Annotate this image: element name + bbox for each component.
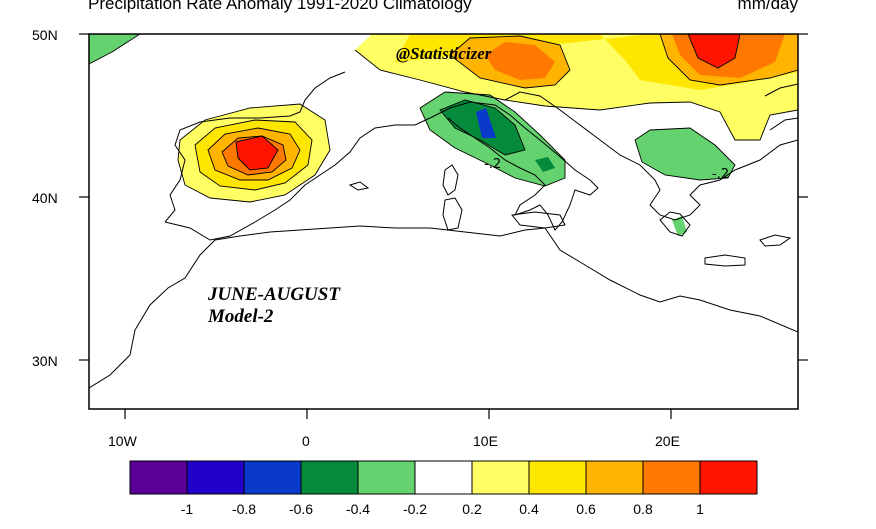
watermark: @Statisticizer: [396, 44, 492, 63]
season-label: JUNE-AUGUST Model-2: [208, 284, 340, 328]
negative-anomaly-italy-small: [535, 157, 555, 172]
colorbar-tick-label: 0.6: [576, 501, 596, 517]
contour-label-italy: -.2: [484, 157, 501, 172]
colorbar-swatch: [414, 460, 473, 495]
colorbar-tick-label: -0.2: [402, 501, 428, 517]
lat-label-50n: 50N: [32, 27, 58, 43]
colorbar-tick-label: 0.4: [519, 501, 539, 517]
colorbar-swatch: [357, 460, 416, 495]
map-frame: [88, 33, 799, 410]
lat-label-30n: 30N: [32, 353, 58, 369]
colorbar-swatch: [699, 460, 758, 495]
negative-anomaly-balkans: [635, 128, 735, 180]
units-label: mm/day: [737, 0, 798, 13]
colorbar-tick-label: -0.4: [345, 501, 371, 517]
map-title: Precipitation Rate Anomaly 1991-2020 Cli…: [88, 0, 472, 13]
colorbar-swatch: [129, 460, 188, 495]
colorbar: [129, 460, 758, 495]
negative-anomaly-greece-south: [672, 216, 687, 236]
tick-marks: [79, 33, 808, 419]
season-months: JUNE-AUGUST: [208, 284, 340, 305]
colorbar-swatch: [300, 460, 359, 495]
colorbar-tick-label: -0.8: [231, 501, 257, 517]
colorbar-swatch: [471, 460, 530, 495]
colorbar-swatch: [642, 460, 701, 495]
lon-label-10w: 10W: [108, 433, 137, 449]
positive-anomaly-iberia-core: [236, 136, 278, 170]
contour-label-balkans: -.2: [712, 167, 729, 182]
colorbar-tick-label: 0.2: [462, 501, 482, 517]
positive-anomaly-north-core: [485, 42, 555, 80]
lon-label-10e: 10E: [473, 433, 498, 449]
contour-lines: [89, 34, 798, 203]
anomaly-fills: [89, 34, 798, 389]
colorbar-swatch: [186, 460, 245, 495]
lon-label-20e: 20E: [655, 433, 680, 449]
colorbar-swatch: [585, 460, 644, 495]
negative-anomaly-nw: [89, 34, 140, 64]
colorbar-tick-label: 0.8: [633, 501, 653, 517]
coastlines: [89, 71, 798, 389]
negative-anomaly-italy-core: [476, 108, 496, 138]
colorbar-swatch: [243, 460, 302, 495]
lat-label-40n: 40N: [32, 190, 58, 206]
colorbar-tick-label: 1: [696, 501, 704, 517]
colorbar-tick-label: -0.6: [288, 501, 314, 517]
lon-label-0: 0: [302, 433, 310, 449]
model-name: Model-2: [208, 306, 274, 327]
colorbar-tick-label: -1: [180, 501, 194, 517]
colorbar-swatch: [528, 460, 587, 495]
